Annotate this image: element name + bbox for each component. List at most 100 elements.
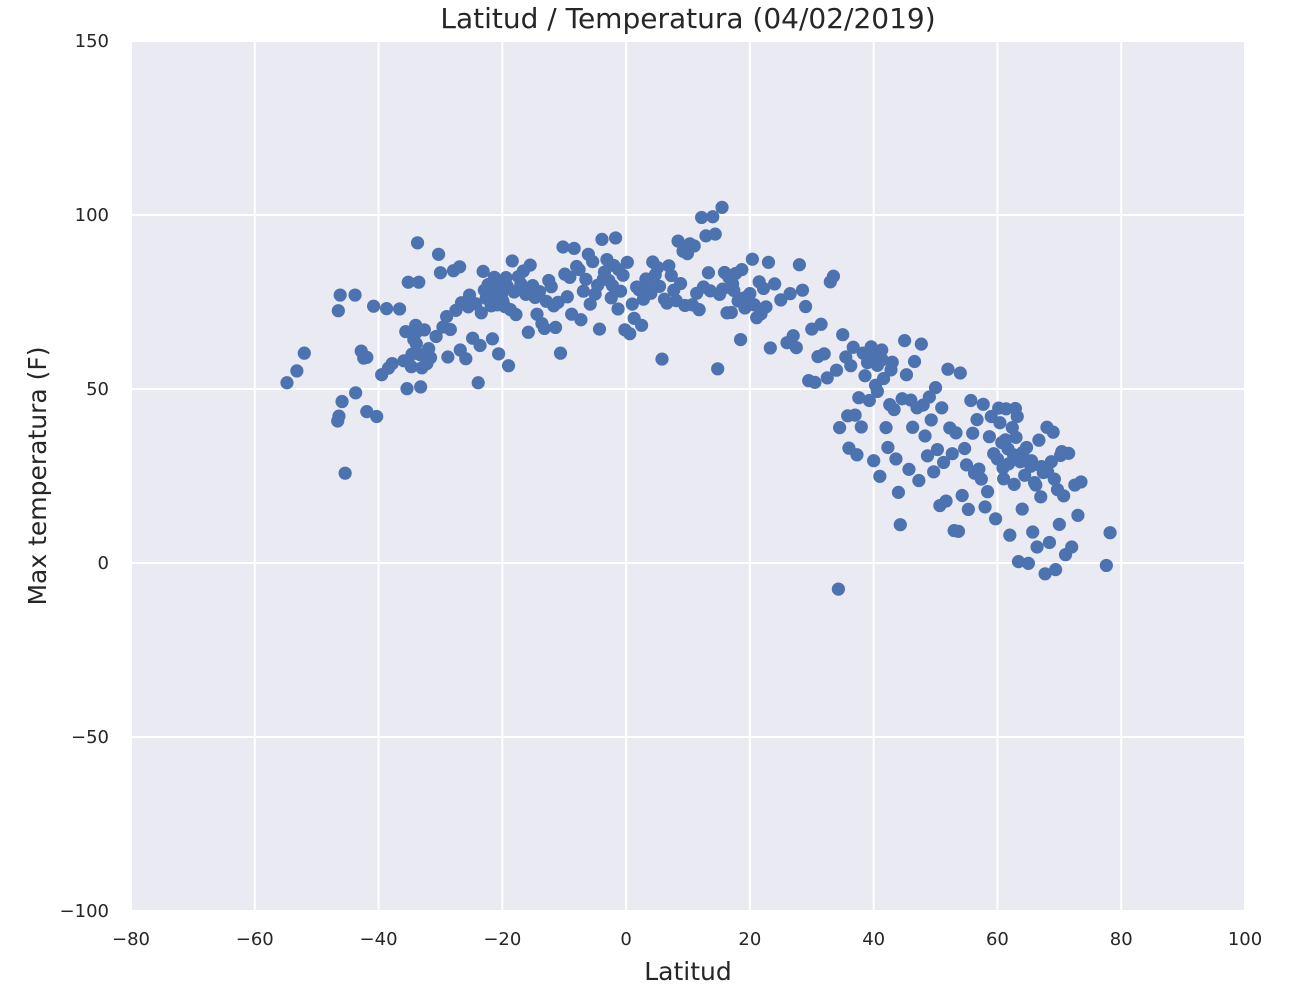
data-point (887, 402, 901, 417)
x-tick-label: 20 (738, 929, 761, 950)
x-tick-label: −20 (483, 929, 521, 950)
data-point (953, 366, 967, 380)
data-point (423, 351, 438, 365)
data-point (413, 347, 427, 362)
data-point (829, 363, 844, 377)
data-point (338, 466, 352, 480)
data-point (1099, 558, 1113, 573)
data-point (992, 401, 1006, 415)
data-point (348, 288, 362, 302)
data-point (1044, 455, 1058, 469)
data-point (1003, 528, 1017, 542)
data-point (817, 347, 831, 361)
data-point (1015, 502, 1029, 516)
data-point (392, 302, 407, 316)
data-point (786, 329, 800, 343)
data-point (970, 413, 984, 427)
data-point (414, 380, 428, 394)
data-point (865, 347, 880, 361)
data-point (820, 371, 834, 385)
data-point (870, 384, 884, 399)
y-tick-label: 0 (98, 553, 109, 574)
data-point (687, 239, 701, 253)
data-point (409, 337, 423, 351)
data-point (927, 465, 941, 479)
x-axis-label: Latitud (644, 957, 732, 986)
data-point (858, 369, 872, 383)
data-point (706, 210, 720, 224)
data-point (734, 332, 748, 347)
data-point (993, 416, 1007, 430)
data-point (440, 310, 454, 324)
data-point (724, 305, 738, 320)
data-point (924, 413, 938, 427)
data-point (290, 364, 304, 378)
data-point (370, 409, 384, 424)
data-point (808, 375, 822, 389)
y-axis-label: Max temperatura (F) (23, 346, 52, 605)
data-point (844, 359, 858, 373)
data-point (332, 409, 346, 423)
data-point (1011, 555, 1026, 569)
data-point (914, 337, 928, 351)
data-point (1029, 478, 1043, 492)
data-point (907, 354, 922, 369)
data-point (429, 329, 443, 344)
data-point (400, 382, 414, 396)
data-point (586, 255, 600, 269)
data-point (875, 353, 889, 367)
data-point (935, 401, 949, 415)
data-point (920, 449, 935, 463)
data-point (664, 268, 678, 283)
x-tick-label: 100 (1228, 929, 1262, 950)
data-point (889, 452, 903, 466)
y-tick-label: 50 (86, 379, 109, 400)
data-point (1007, 477, 1021, 491)
data-point (1053, 448, 1068, 463)
data-point (548, 320, 563, 335)
data-point (955, 488, 969, 503)
data-point (1042, 535, 1057, 550)
data-point (833, 421, 847, 435)
x-tick-label: 0 (620, 929, 631, 950)
data-point (692, 303, 706, 317)
data-point (930, 442, 945, 457)
data-point (745, 252, 759, 266)
data-point (492, 347, 506, 361)
data-point (574, 313, 588, 327)
data-point (735, 263, 749, 277)
data-point (701, 266, 716, 280)
data-point (399, 324, 413, 339)
data-point (625, 297, 639, 311)
data-point (862, 393, 876, 408)
data-point (412, 275, 426, 289)
data-point (620, 255, 634, 269)
data-point (592, 322, 607, 336)
data-point (1021, 556, 1035, 570)
data-point (997, 472, 1011, 486)
data-point (553, 346, 568, 360)
data-point (1038, 567, 1052, 581)
data-point (537, 321, 552, 336)
data-point (884, 363, 898, 377)
x-tick-label: 80 (1110, 929, 1133, 950)
data-point (972, 462, 986, 476)
data-point (655, 352, 669, 366)
data-point (826, 269, 841, 283)
data-point (1034, 490, 1048, 504)
x-tick-label: −60 (236, 929, 274, 950)
data-point (906, 420, 920, 434)
data-point (854, 420, 868, 434)
data-point (988, 512, 1003, 526)
data-point (1049, 563, 1063, 577)
data-point (1016, 445, 1030, 459)
data-point (501, 359, 516, 373)
data-point (798, 299, 813, 314)
data-point (743, 287, 757, 301)
data-point (509, 307, 523, 322)
data-point (747, 298, 761, 312)
y-tick-label: −50 (71, 727, 109, 748)
data-point (725, 277, 740, 291)
data-point (404, 360, 418, 374)
